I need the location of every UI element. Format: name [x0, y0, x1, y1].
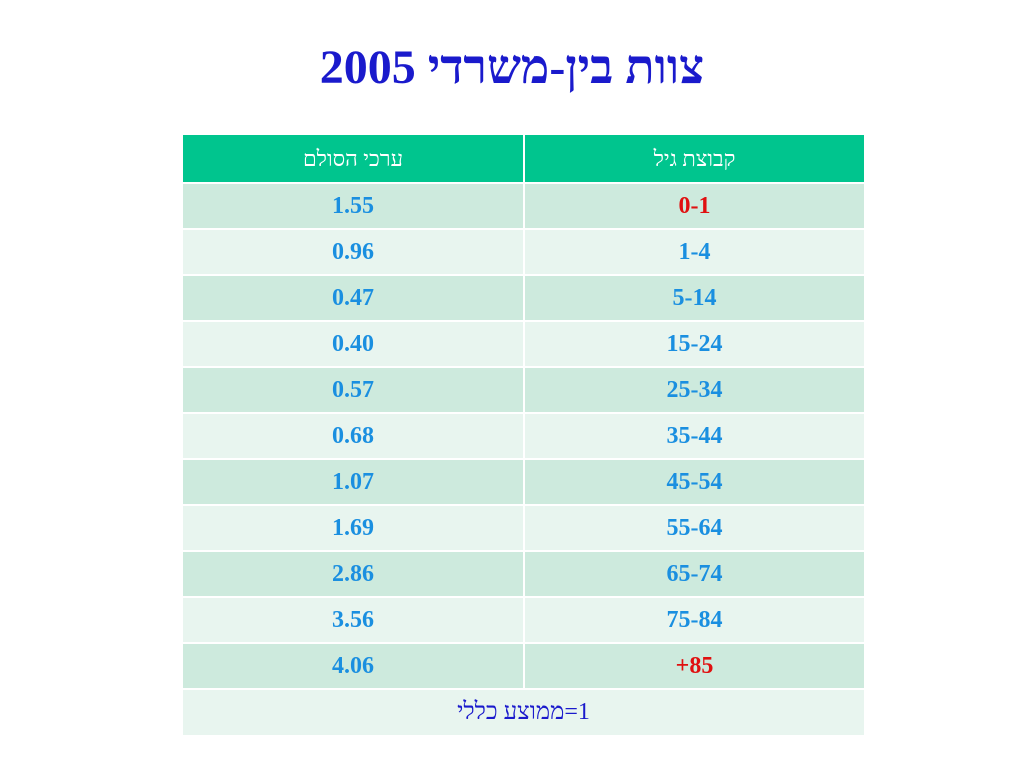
value-cell: 2.86: [181, 550, 525, 598]
age-cell: 15-24: [523, 320, 866, 368]
value-cell: 0.68: [181, 412, 525, 460]
age-cell: 75-84: [523, 596, 866, 644]
table-row: 65-74 2.86: [181, 550, 866, 598]
age-scale-table: קבוצת גיל ערכי הסולם 0-1 1.55 1-4 0.96 5…: [181, 133, 866, 737]
page-title: צוות בין-משרדי 2005: [319, 41, 705, 94]
header-age-group: קבוצת גיל: [523, 133, 866, 184]
table-row: 1-4 0.96: [181, 228, 866, 276]
age-cell: 65-74: [523, 550, 866, 598]
table-row: 5-14 0.47: [181, 274, 866, 322]
value-cell: 1.69: [181, 504, 525, 552]
age-cell: 35-44: [523, 412, 866, 460]
value-cell: 4.06: [181, 642, 525, 690]
age-cell: 0-1: [523, 182, 866, 230]
age-cell: 25-34: [523, 366, 866, 414]
footer-note: 1=ממוצע כללי: [181, 688, 866, 737]
age-cell: 45-54: [523, 458, 866, 506]
table-row: 25-34 0.57: [181, 366, 866, 414]
age-cell: 55-64: [523, 504, 866, 552]
age-cell: 1-4: [523, 228, 866, 276]
table-row: 0-1 1.55: [181, 182, 866, 230]
table-row: 45-54 1.07: [181, 458, 866, 506]
value-cell: 0.96: [181, 228, 525, 276]
value-cell: 3.56: [181, 596, 525, 644]
table-row: 85+ 4.06: [181, 642, 866, 690]
table-row: 15-24 0.40: [181, 320, 866, 368]
value-cell: 0.47: [181, 274, 525, 322]
age-cell: 85+: [523, 642, 866, 690]
table-row: 55-64 1.69: [181, 504, 866, 552]
header-scale-values: ערכי הסולם: [181, 133, 525, 184]
value-cell: 0.40: [181, 320, 525, 368]
table-row: 35-44 0.68: [181, 412, 866, 460]
age-cell: 5-14: [523, 274, 866, 322]
value-cell: 1.07: [181, 458, 525, 506]
table-header-row: קבוצת גיל ערכי הסולם: [181, 133, 866, 184]
table-row: 75-84 3.56: [181, 596, 866, 644]
value-cell: 1.55: [181, 182, 525, 230]
value-cell: 0.57: [181, 366, 525, 414]
table-footer-row: 1=ממוצע כללי: [181, 688, 866, 737]
